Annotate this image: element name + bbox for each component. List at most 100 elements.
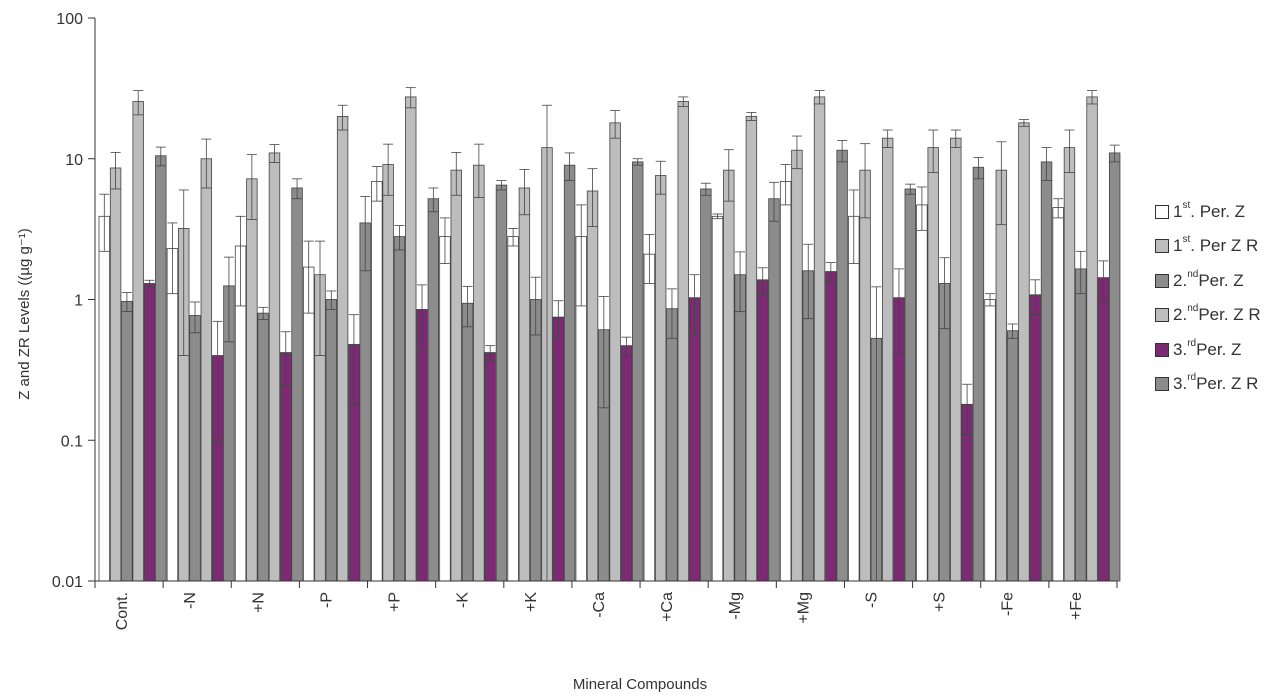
error-bar-s3-1 (190, 301, 201, 334)
x-tick-label-7: -Ca (591, 592, 608, 618)
error-bar-s4-3 (337, 104, 348, 131)
error-bar-s5-0 (144, 279, 155, 288)
bar-s2-12 (927, 147, 939, 582)
error-bar-s1-7 (576, 204, 587, 307)
error-bar-s3-3 (326, 290, 337, 310)
error-bar-s6-7 (632, 158, 643, 166)
error-bar-s4-12 (950, 129, 961, 149)
bar-s3-0 (121, 300, 133, 582)
bar-s4-11 (881, 137, 894, 582)
error-bar-s5-5 (485, 345, 496, 361)
legend-swatch-6 (1155, 377, 1169, 391)
error-bar-s5-14 (1098, 260, 1109, 302)
x-tick-label-9: -Mg (727, 592, 744, 620)
error-bar-s4-9 (746, 112, 757, 121)
error-bar-s3-4 (394, 225, 405, 251)
bar-s6-12 (972, 166, 985, 582)
bar-s3-5 (461, 302, 474, 582)
error-bar-s2-12 (928, 129, 939, 173)
error-bar-s5-13 (1030, 279, 1041, 316)
bar-s4-13 (1018, 122, 1030, 582)
bar-s6-0 (155, 155, 167, 582)
error-bar-s2-10 (791, 135, 802, 170)
bar-s4-1 (200, 158, 213, 582)
error-bar-s5-9 (757, 267, 768, 296)
bar-s6-7 (632, 161, 644, 582)
bar-s3-1 (189, 315, 201, 582)
error-bar-s2-11 (860, 143, 871, 219)
bar-s6-14 (1108, 152, 1121, 582)
bar-s6-8 (700, 188, 712, 582)
y-tick-label-4: 100 (56, 11, 83, 28)
error-bar-s3-5 (462, 285, 473, 328)
legend-item-2: 1st. Per Z R (1155, 234, 1283, 258)
bar-s2-10 (791, 149, 803, 582)
legend: 1st. Per. Z 1st. Per Z R 2.ndPer. Z 2.ndPer… (1155, 200, 1283, 407)
error-bar-s5-8 (689, 274, 700, 336)
bar-s1-0 (98, 215, 111, 582)
x-tick-label-0: Cont. (114, 592, 131, 630)
bar-s6-10 (836, 149, 848, 582)
x-tick-label-4: +P (387, 592, 404, 612)
error-bar-s6-12 (973, 157, 984, 180)
x-tick-label-12: +S (932, 592, 949, 612)
error-bar-s1-12 (916, 186, 927, 231)
error-bar-s6-10 (837, 140, 848, 163)
error-bar-s3-7 (598, 296, 609, 409)
error-bar-s1-11 (848, 189, 859, 264)
bar-s6-4 (427, 198, 440, 582)
bar-s2-6 (518, 187, 531, 582)
error-bar-s1-6 (508, 228, 519, 247)
error-bar-s5-2 (280, 331, 291, 385)
error-bar-s5-10 (825, 262, 836, 283)
bar-s1-5 (439, 236, 451, 582)
bar-s2-9 (723, 169, 735, 582)
bar-s3-2 (257, 312, 269, 582)
error-bar-s2-6 (519, 169, 530, 216)
error-bar-s1-8 (644, 234, 655, 284)
error-bar-s2-8 (655, 160, 666, 195)
error-bar-s1-14 (1053, 198, 1064, 219)
error-bar-s1-5 (439, 217, 450, 264)
legend-label-2: 1st. Per Z R (1173, 234, 1259, 255)
bar-s4-10 (813, 96, 826, 582)
bar-s2-8 (654, 175, 667, 582)
bar-s3-13 (1006, 330, 1019, 582)
error-bar-s6-13 (1041, 147, 1052, 181)
error-bar-s6-9 (769, 181, 779, 222)
bar-s4-0 (132, 101, 144, 582)
error-bar-s2-9 (723, 149, 734, 202)
error-bar-s1-0 (99, 193, 110, 252)
y-axis-label: Z and ZR Levels ((µg g⁻¹) (16, 228, 33, 400)
error-bar-s3-9 (735, 251, 746, 313)
error-bar-s1-4 (371, 166, 382, 202)
error-bar-s3-8 (666, 288, 677, 339)
x-tick-label-11: -S (863, 592, 880, 608)
error-bar-s6-2 (292, 178, 303, 200)
error-bar-s3-13 (1007, 323, 1018, 339)
bar-s1-6 (507, 236, 519, 582)
error-bar-s5-6 (553, 300, 564, 340)
y-tick-label-2: 1 (74, 293, 83, 310)
bar-s5-0 (143, 283, 156, 582)
bar-s1-4 (371, 181, 383, 582)
x-tick-label-2: +N (250, 592, 267, 613)
error-bar-s1-9 (712, 213, 723, 220)
bar-s3-3 (325, 299, 338, 582)
legend-label-4: 2.ndPer. Z R (1173, 303, 1261, 324)
error-bar-s6-5 (496, 180, 507, 191)
bar-s2-14 (1063, 147, 1076, 582)
error-bar-s3-2 (258, 306, 269, 320)
bar-s4-12 (950, 137, 962, 582)
legend-label-1: 1st. Per. Z (1173, 199, 1246, 221)
x-tick-label-10: +Mg (795, 592, 812, 624)
error-bar-s4-10 (814, 90, 825, 105)
error-bar-s4-8 (678, 96, 689, 107)
bar-s5-9 (757, 279, 769, 582)
bar-s1-10 (779, 181, 792, 582)
error-bar-s3-10 (803, 243, 814, 320)
error-bar-s3-0 (121, 292, 132, 313)
error-bar-s4-7 (610, 110, 621, 139)
x-tick-label-13: -Fe (1000, 592, 1017, 616)
